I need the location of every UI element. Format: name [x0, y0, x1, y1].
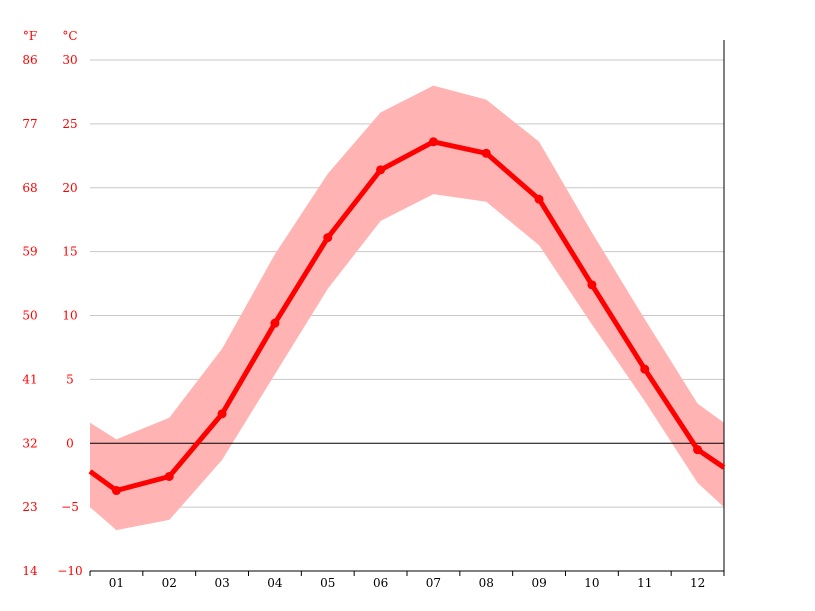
temperature-range-band: [90, 85, 724, 531]
data-point: [640, 364, 650, 374]
x-tick-label: 06: [373, 576, 388, 590]
x-tick-label: 02: [162, 576, 177, 590]
y-tick-celsius: 25: [62, 117, 77, 131]
data-point: [217, 409, 227, 419]
y-tick-fahrenheit: 68: [22, 181, 37, 195]
y-tick-celsius: 5: [66, 372, 74, 386]
data-point: [587, 280, 597, 290]
y-tick-celsius: 20: [62, 181, 77, 195]
y-tick-fahrenheit: 14: [22, 564, 38, 578]
data-point: [164, 471, 174, 481]
x-tick-label: 10: [584, 576, 599, 590]
y-tick-celsius: 30: [62, 53, 77, 67]
x-tick-label: 11: [637, 576, 652, 590]
y-tick-fahrenheit: 59: [22, 245, 37, 259]
tick-labels: °F °C −10 14 −5 23 0 32 5 41 10 50 15 59 20 68 25 77 30 8…: [22, 29, 705, 590]
y-tick-celsius: 15: [62, 245, 77, 259]
x-tick-label: 04: [267, 576, 283, 590]
x-tick-label: 09: [531, 576, 546, 590]
data-point: [376, 165, 386, 175]
x-tick-label: 01: [109, 576, 124, 590]
data-point: [323, 233, 333, 243]
mean-line: [88, 139, 726, 493]
y-tick-fahrenheit: 23: [22, 500, 37, 514]
data-point: [111, 486, 121, 496]
x-tick-label: 03: [214, 576, 229, 590]
x-tick-label: 05: [320, 576, 335, 590]
y-tick-celsius: 0: [66, 436, 74, 450]
data-point: [481, 148, 491, 158]
y-tick-fahrenheit: 86: [22, 53, 37, 67]
y-tick-fahrenheit: 32: [22, 436, 37, 450]
range-band: [90, 85, 724, 531]
x-tick-label: 07: [426, 576, 441, 590]
y-tick-fahrenheit: 77: [22, 117, 37, 131]
data-point: [534, 194, 544, 204]
axes: [89, 40, 725, 576]
unit-celsius-label: °C: [62, 29, 77, 43]
y-tick-fahrenheit: 50: [22, 309, 37, 323]
y-tick-celsius: −5: [61, 500, 79, 514]
y-tick-fahrenheit: 41: [22, 372, 37, 386]
mean-temperature-series: [88, 137, 726, 496]
data-point: [693, 445, 703, 455]
x-tick-label: 12: [690, 576, 705, 590]
data-point: [428, 137, 438, 147]
data-point: [270, 318, 280, 328]
y-tick-celsius: 10: [62, 309, 77, 323]
unit-fahrenheit-label: °F: [23, 29, 37, 43]
x-tick-label: 08: [479, 576, 494, 590]
y-tick-celsius: −10: [57, 564, 82, 578]
